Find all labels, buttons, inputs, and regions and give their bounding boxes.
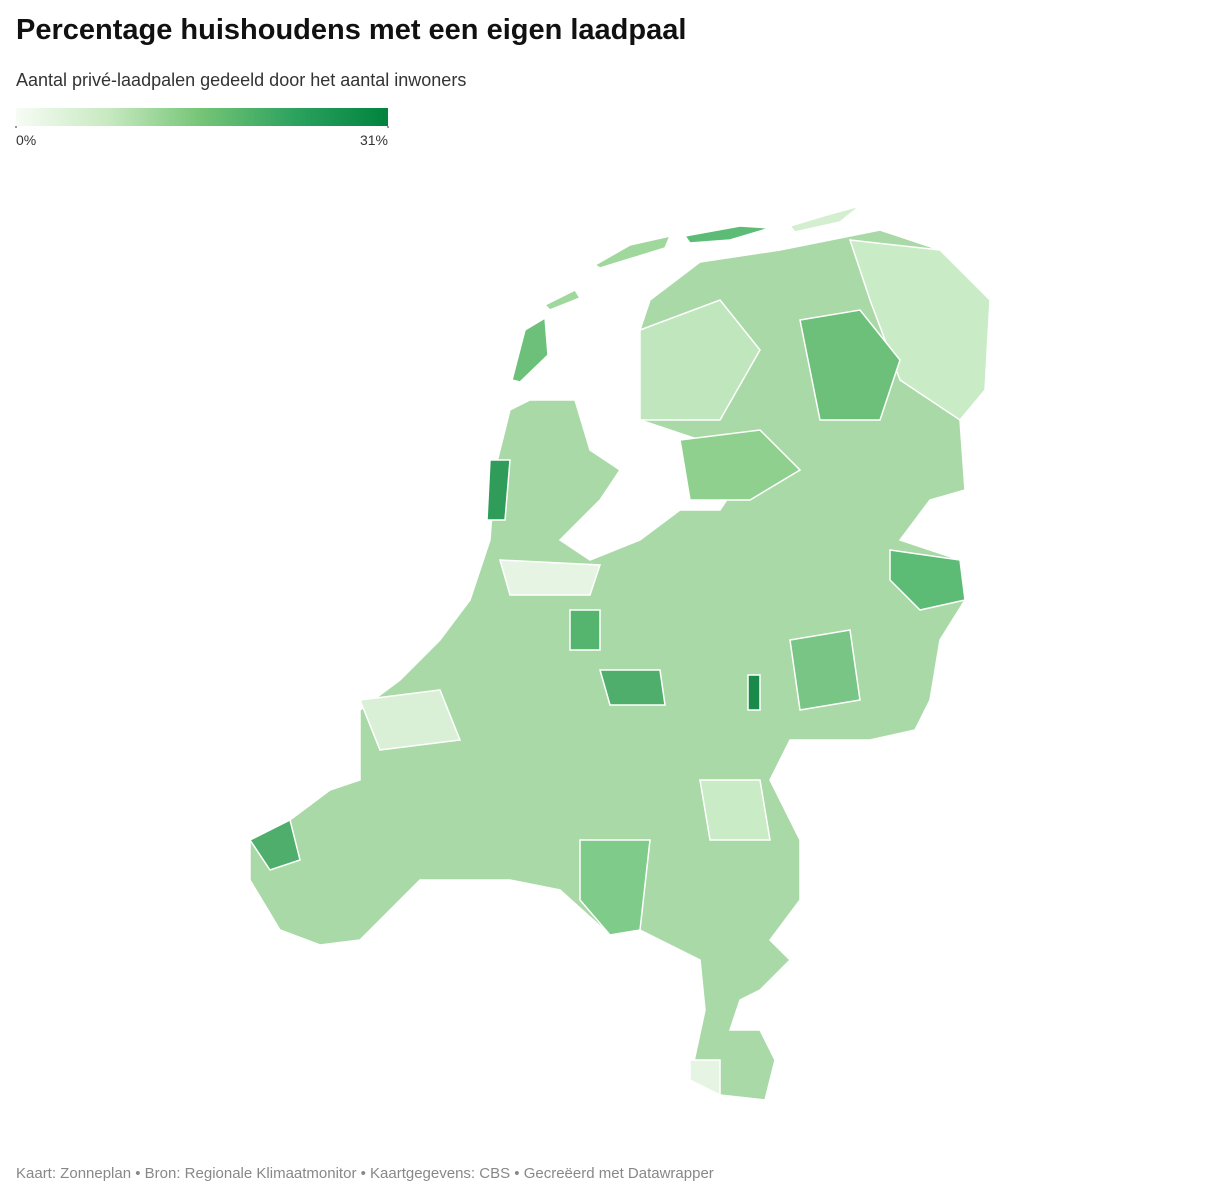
region	[486, 459, 511, 521]
region	[689, 1059, 721, 1097]
region	[498, 559, 602, 596]
subtitle: Aantal privé-laadpalen gedeeld door het …	[16, 70, 467, 90]
island	[683, 225, 771, 244]
island	[593, 234, 672, 269]
region	[569, 609, 601, 651]
region	[358, 689, 462, 751]
island	[543, 289, 582, 311]
region	[799, 309, 901, 421]
island	[788, 205, 861, 233]
region	[789, 629, 861, 711]
island	[511, 316, 549, 383]
legend-gradient	[16, 108, 388, 126]
region	[679, 429, 802, 501]
region	[579, 839, 651, 936]
region	[639, 299, 761, 421]
netherlands-map	[248, 205, 991, 1101]
footer: Kaart: Zonneplan • Bron: Regionale Klima…	[16, 1165, 714, 1182]
legend-label: 31%	[360, 132, 388, 148]
region	[848, 239, 991, 421]
region	[889, 549, 966, 611]
legend-label: 0%	[16, 132, 36, 148]
region	[747, 674, 761, 711]
region	[248, 818, 301, 871]
title: Percentage huishoudens met een eigen laa…	[16, 14, 687, 46]
region	[699, 779, 771, 841]
region	[599, 669, 666, 706]
